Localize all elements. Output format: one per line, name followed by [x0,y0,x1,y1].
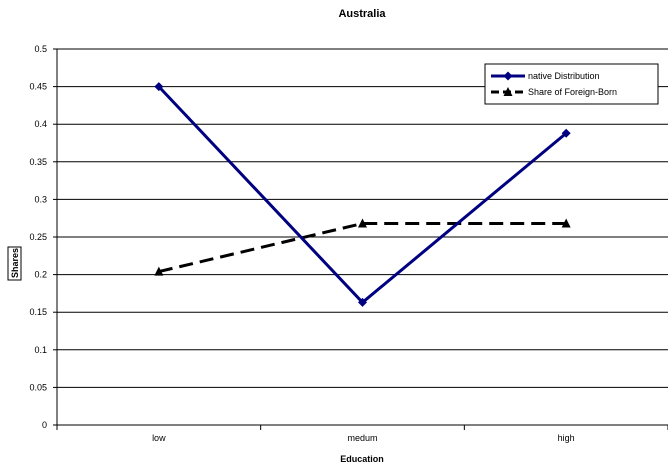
legend-box [484,63,659,105]
gridlines [53,48,668,426]
y-tick-label: 0.2 [34,270,47,280]
x-tick-label: medum [347,433,377,443]
chart-title: Australia [338,8,386,20]
x-tick-label: high [558,433,575,443]
legend-entry: native Distribution [528,71,600,81]
y-tick-labels: 0 0.05 0.1 0.15 0.2 0.25 0.3 0.35 0.4 0.45 0.5 [29,44,47,430]
legend-marker [503,87,513,96]
axes [56,49,668,430]
y-axis-title: Shares [10,248,20,278]
x-axis-title: Education [340,454,384,464]
series-line [157,85,568,305]
y-tick-label: 0.15 [29,307,47,317]
y-tick-label: 0.4 [34,119,47,129]
y-tick-label: 0.1 [34,345,47,355]
y-tick-label: 0.3 [34,194,47,204]
y-tick-label: 0 [42,420,47,430]
y-tick-label: 0.25 [29,232,47,242]
y-tick-label: 0.35 [29,157,47,167]
y-axis-title-group: Shares [7,246,22,281]
data-point [154,266,164,276]
legend-entry: Share of Foreign-Born [528,87,617,97]
y-tick-label: 0.45 [29,82,47,92]
data-point [561,218,571,228]
series-share-foreign-born [154,218,571,276]
data-point [154,82,164,92]
x-tick-label: low [152,433,166,443]
series-line [158,221,567,274]
series-layer [154,82,571,307]
data-point [358,297,367,307]
series-native-distribution [154,82,571,307]
y-axis-title-box [7,246,22,281]
legend: native Distribution Share of Foreign-Born [484,63,659,105]
x-tick-labels: low medum high [152,433,575,443]
legend-marker [503,71,513,81]
y-tick-label: 0.05 [29,382,47,392]
data-point [561,128,571,138]
data-point [358,218,367,228]
y-tick-label: 0.5 [34,44,47,54]
